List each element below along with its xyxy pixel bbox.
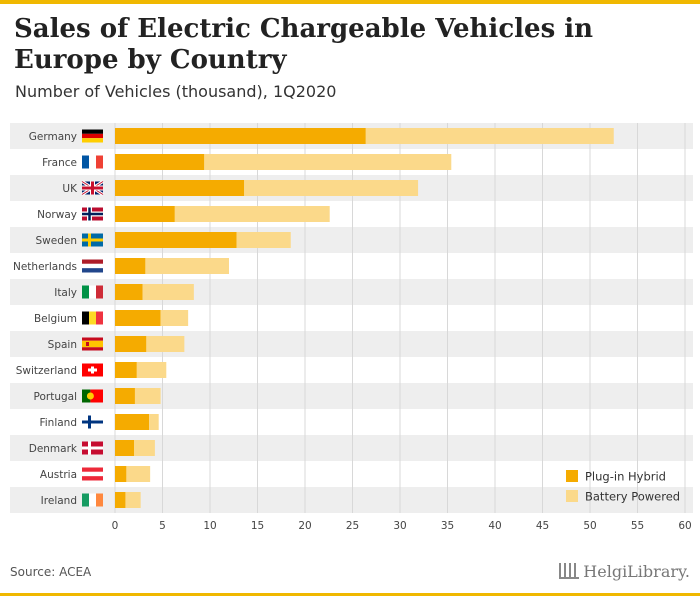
- bar-plug-in-hybrid: [115, 336, 147, 352]
- bar-plug-in-hybrid: [115, 492, 126, 508]
- flag-se-icon: [82, 233, 103, 247]
- flag-no-icon: [82, 207, 103, 221]
- x-tick-label: 15: [251, 520, 264, 532]
- chart-title: Sales of Electric Chargeable Vehicles in…: [14, 14, 594, 75]
- category-label: Netherlands: [13, 261, 77, 273]
- bar-plug-in-hybrid: [115, 232, 237, 248]
- bar-plug-in-hybrid: [115, 154, 205, 170]
- category-label: Austria: [40, 469, 77, 481]
- category-label: Germany: [29, 131, 77, 143]
- bar-battery-powered: [145, 258, 229, 274]
- x-tick-label: 10: [203, 520, 216, 532]
- row-stripe: [10, 383, 693, 409]
- category-label: Sweden: [36, 235, 78, 247]
- bar-plug-in-hybrid: [115, 414, 150, 430]
- bar-plug-in-hybrid: [115, 310, 161, 326]
- bar-plug-in-hybrid: [115, 180, 245, 196]
- x-tick-label: 0: [112, 520, 119, 532]
- bar-battery-powered: [244, 180, 419, 196]
- bar-battery-powered: [236, 232, 291, 248]
- brand-logo[interactable]: HelgiLibrary.: [559, 561, 690, 581]
- legend-swatch: [566, 470, 578, 482]
- category-label: UK: [62, 183, 78, 195]
- x-tick-label: 50: [583, 520, 596, 532]
- source-note: Source: ACEA: [10, 565, 92, 579]
- bar-plug-in-hybrid: [115, 128, 366, 144]
- x-tick-label: 40: [488, 520, 501, 532]
- bar-plug-in-hybrid: [115, 388, 135, 404]
- flag-it-icon: [82, 285, 103, 299]
- x-tick-label: 20: [298, 520, 311, 532]
- bar-plug-in-hybrid: [115, 440, 134, 456]
- category-label: Finland: [39, 417, 77, 429]
- flag-fr-icon: [82, 155, 103, 169]
- row-stripe: [10, 331, 693, 357]
- category-label: Ireland: [41, 495, 77, 507]
- bar-battery-powered: [146, 336, 185, 352]
- category-label: Spain: [48, 339, 77, 351]
- flag-uk-icon: [81, 180, 104, 196]
- top-accent-bar: [0, 0, 700, 4]
- x-tick-label: 25: [346, 520, 359, 532]
- row-stripe: [10, 227, 693, 253]
- bottom-accent-bar: [0, 593, 700, 596]
- bar-plug-in-hybrid: [115, 258, 146, 274]
- bar-plug-in-hybrid: [115, 206, 175, 222]
- x-tick-label: 55: [631, 520, 644, 532]
- category-label: Italy: [54, 287, 77, 299]
- x-tick-label: 45: [536, 520, 549, 532]
- flag-ch-icon: [82, 363, 103, 377]
- flag-ie-icon: [82, 493, 103, 507]
- flag-pt-icon: [82, 389, 103, 403]
- bar-plug-in-hybrid: [115, 362, 137, 378]
- bar-plug-in-hybrid: [115, 466, 127, 482]
- bar-battery-powered: [134, 388, 161, 404]
- bar-battery-powered: [160, 310, 189, 326]
- flag-fi-icon: [82, 415, 103, 429]
- flag-be-icon: [82, 311, 103, 325]
- bar-battery-powered: [136, 362, 167, 378]
- flag-dk-icon: [82, 441, 103, 455]
- x-tick-label: 5: [159, 520, 166, 532]
- legend-label: Battery Powered: [585, 490, 680, 504]
- library-icon: [559, 563, 580, 579]
- legend-swatch: [566, 490, 578, 502]
- category-label: Switzerland: [16, 365, 77, 377]
- bar-plug-in-hybrid: [115, 284, 143, 300]
- brand-name: HelgiLibrary.: [583, 562, 690, 581]
- bar-battery-powered: [126, 466, 151, 482]
- x-tick-label: 60: [678, 520, 691, 532]
- category-label: France: [42, 157, 77, 169]
- x-tick-label: 30: [393, 520, 406, 532]
- category-label: Norway: [37, 209, 77, 221]
- flag-at-icon: [82, 467, 103, 481]
- bar-battery-powered: [134, 440, 155, 456]
- category-label: Denmark: [29, 443, 78, 455]
- flag-nl-icon: [82, 259, 103, 273]
- chart-subtitle: Number of Vehicles (thousand), 1Q2020: [15, 82, 337, 101]
- category-label: Portugal: [34, 391, 78, 403]
- row-stripe: [10, 279, 693, 305]
- flag-es-icon: [82, 337, 103, 351]
- category-label: Belgium: [34, 313, 77, 325]
- bar-battery-powered: [125, 492, 141, 508]
- flag-de-icon: [82, 129, 103, 143]
- legend-label: Plug-in Hybrid: [585, 470, 666, 484]
- x-tick-label: 35: [441, 520, 454, 532]
- row-stripe: [10, 435, 693, 461]
- bar-battery-powered: [142, 284, 194, 300]
- bar-battery-powered: [149, 414, 159, 430]
- bar-battery-powered: [204, 154, 452, 170]
- bar-chart: Germany France UK Norway Sweden Netherlands It…: [10, 123, 693, 532]
- bar-battery-powered: [174, 206, 330, 222]
- bar-battery-powered: [365, 128, 614, 144]
